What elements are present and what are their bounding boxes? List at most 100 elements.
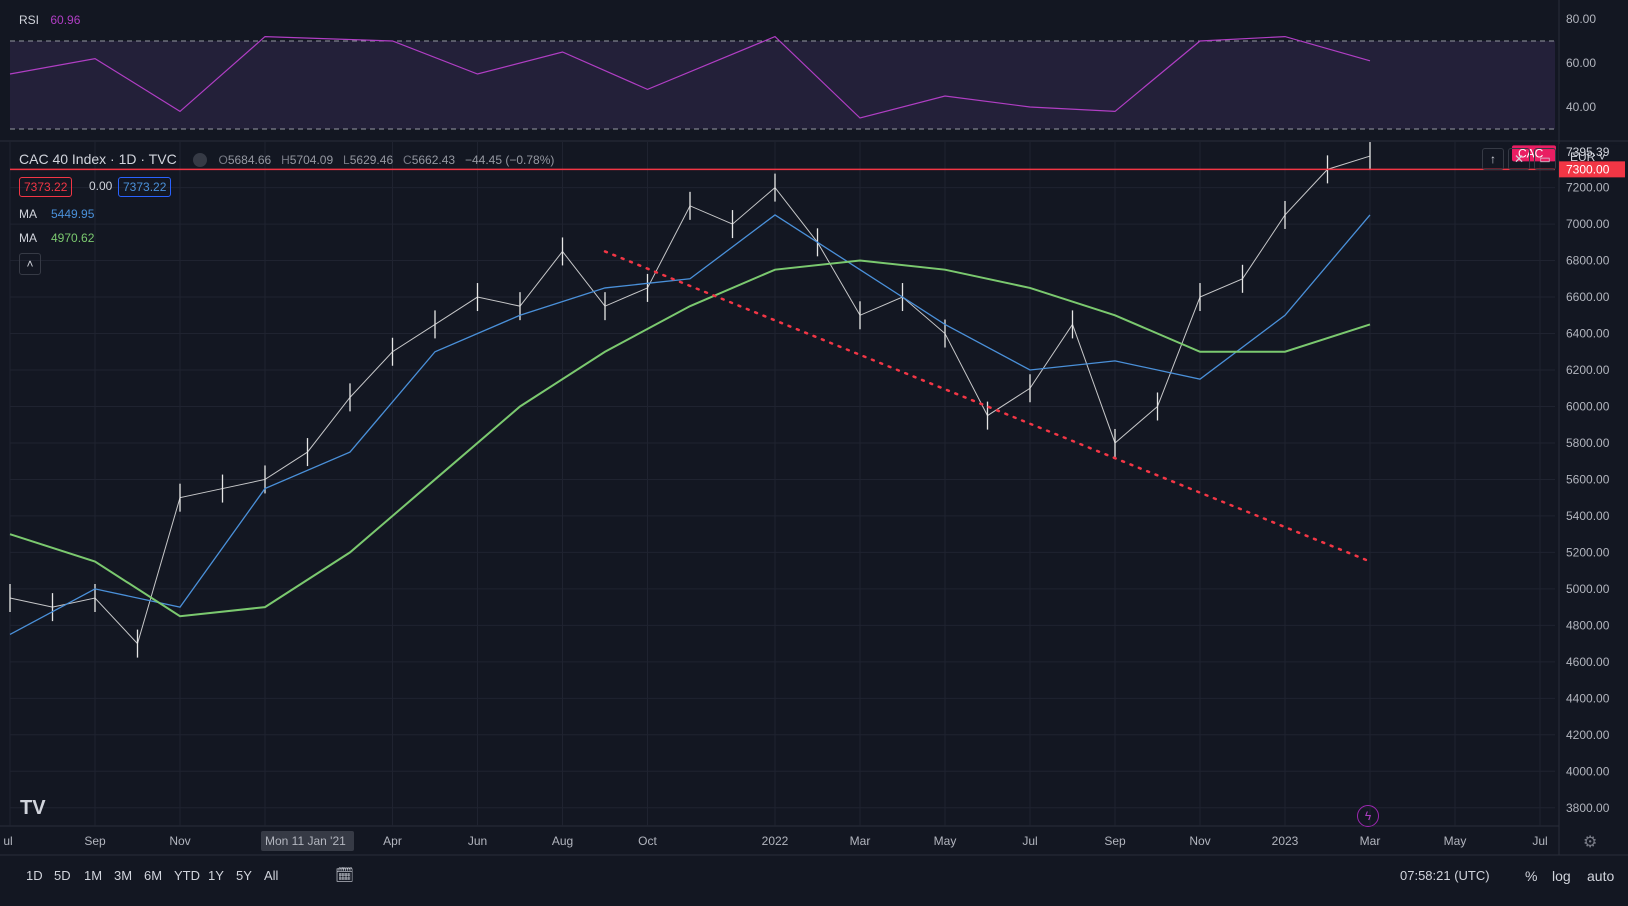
collapse-icon[interactable]: ✕ bbox=[1508, 148, 1530, 170]
time-tick-label: May bbox=[934, 834, 957, 848]
ma-fast-line bbox=[9, 214, 1371, 636]
symbol-tag-label: CAC bbox=[1518, 146, 1544, 160]
dotted-trend-line bbox=[603, 250, 1372, 563]
price-tick-label: 6400.00 bbox=[1566, 327, 1610, 341]
time-tick-label: Mar bbox=[1360, 834, 1381, 848]
time-tick-label: 2023 bbox=[1272, 834, 1299, 848]
price-tick-label: 4800.00 bbox=[1566, 618, 1610, 632]
ma1-value: 5449.95 bbox=[51, 207, 95, 221]
time-tick-label: Sep bbox=[84, 834, 106, 848]
price-box-mid[interactable]: 0.00 bbox=[89, 179, 113, 193]
lightning-icon[interactable]: ϟ bbox=[1357, 805, 1379, 827]
ohlc-l-value: 5629.46 bbox=[349, 153, 394, 167]
price-box-left[interactable]: 7373.22 bbox=[19, 177, 73, 197]
price-tick-label: 6800.00 bbox=[1566, 254, 1610, 268]
price-tick-label: 5400.00 bbox=[1566, 509, 1610, 523]
rsi-legend: RSI 60.96 bbox=[19, 13, 80, 27]
tradingview-logo: TV bbox=[20, 797, 46, 819]
price-tick-label: 7200.00 bbox=[1566, 181, 1610, 195]
ohlc-c-value: 5662.43 bbox=[411, 153, 456, 167]
price-tick-label: 6000.00 bbox=[1566, 399, 1610, 413]
line-price-bg bbox=[1559, 161, 1625, 178]
crosshair-date-bg bbox=[261, 831, 354, 851]
arrow-up-icon[interactable]: ↑ bbox=[1482, 148, 1504, 170]
ohlc-o-label: O bbox=[218, 153, 228, 167]
time-tick-label: Oct bbox=[638, 834, 657, 848]
percent-toggle[interactable]: % bbox=[1525, 868, 1538, 884]
time-tick-label: ul bbox=[3, 834, 12, 848]
price-tick-label: 5000.00 bbox=[1566, 582, 1610, 596]
price-tick-label: 4600.00 bbox=[1566, 655, 1610, 669]
timeframe-1d-button[interactable]: 1D bbox=[26, 868, 43, 883]
price-box-right[interactable]: 7373.22 bbox=[118, 177, 172, 197]
ma1-legend: MA 5449.95 bbox=[19, 207, 94, 221]
ma2-legend: MA 4970.62 bbox=[19, 231, 94, 245]
ohlc-h-value: 5704.09 bbox=[289, 153, 334, 167]
rsi-tick-label: 60.00 bbox=[1566, 56, 1596, 70]
log-toggle[interactable]: log bbox=[1552, 868, 1571, 884]
ohlc-h-label: H bbox=[281, 153, 290, 167]
price-line bbox=[9, 155, 1371, 645]
last-price-bg bbox=[1559, 144, 1625, 161]
price-tick-label: 6200.00 bbox=[1566, 363, 1610, 377]
timeframe-3m-button[interactable]: 3M bbox=[114, 868, 133, 883]
time-tick-label: Mar bbox=[850, 834, 871, 848]
ohlc-o-value: 5684.66 bbox=[227, 153, 272, 167]
clock[interactable]: 07:58:21 (UTC) bbox=[1400, 868, 1490, 883]
time-tick-label: May bbox=[1444, 834, 1467, 848]
timeframe-5d-button[interactable]: 5D bbox=[54, 868, 71, 883]
timeframe-5y-button[interactable]: 5Y bbox=[236, 868, 252, 883]
price-tick-label: 7000.00 bbox=[1566, 217, 1610, 231]
rsi-value: 60.96 bbox=[50, 13, 81, 27]
time-tick-label: 2022 bbox=[762, 834, 789, 848]
time-tick-label: Apr bbox=[383, 834, 402, 848]
rsi-line bbox=[9, 35, 1371, 119]
auto-toggle[interactable]: auto bbox=[1587, 868, 1615, 884]
ohlc-c-label: C bbox=[403, 153, 412, 167]
ma2-value: 4970.62 bbox=[51, 231, 95, 245]
time-tick-label: Nov bbox=[169, 834, 190, 848]
price-tick-label: 4000.00 bbox=[1566, 764, 1610, 778]
rsi-tick-label: 40.00 bbox=[1566, 100, 1596, 114]
price-tick-label: 4200.00 bbox=[1566, 728, 1610, 742]
symbol-legend: CAC 40 Index · 1D · TVC O5684.66 H5704.0… bbox=[19, 151, 555, 168]
price-tick-label: 5200.00 bbox=[1566, 545, 1610, 559]
time-tick-label: Jul bbox=[1022, 834, 1037, 848]
price-tick-label: 5600.00 bbox=[1566, 472, 1610, 486]
time-tick-label: Jun bbox=[468, 834, 487, 848]
timeframe-6m-button[interactable]: 6M bbox=[144, 868, 163, 883]
time-tick-label: Sep bbox=[1104, 834, 1126, 848]
timeframe-1m-button[interactable]: 1M bbox=[84, 868, 103, 883]
rsi-label: RSI bbox=[19, 13, 40, 27]
ohlc-l-label: L bbox=[343, 153, 350, 167]
currency-label: EUR bbox=[1570, 150, 1596, 164]
time-tick-label: Aug bbox=[552, 834, 573, 848]
last-price-label: 7395.39 bbox=[1566, 145, 1610, 159]
rsi-tick-label: 80.00 bbox=[1566, 12, 1596, 26]
maximize-icon[interactable]: ▭ bbox=[1534, 148, 1556, 170]
timeframe-ytd-button[interactable]: YTD bbox=[174, 868, 200, 883]
price-tick-label: 3800.00 bbox=[1566, 801, 1610, 815]
time-tick-label: Mon 11 Jan '21 bbox=[265, 834, 346, 848]
line-price-label: 7300.00 bbox=[1566, 162, 1610, 176]
ma1-label: MA bbox=[19, 207, 37, 221]
settings-gear-icon[interactable]: ⚙ bbox=[1583, 834, 1598, 851]
symbol-title[interactable]: CAC 40 Index · 1D · TVC bbox=[19, 151, 177, 167]
timeframe-1y-button[interactable]: 1Y bbox=[208, 868, 224, 883]
rsi-band bbox=[10, 41, 1555, 129]
price-tick-label: 5800.00 bbox=[1566, 436, 1610, 450]
price-tick-label: 6600.00 bbox=[1566, 290, 1610, 304]
timeframe-all-button[interactable]: All bbox=[264, 868, 279, 883]
calendar-icon[interactable]: 🗓 bbox=[335, 867, 355, 884]
ohlc-change: −44.45 (−0.78%) bbox=[464, 153, 555, 167]
time-tick-label: Nov bbox=[1189, 834, 1210, 848]
time-tick-label: Jul bbox=[1532, 834, 1547, 848]
eye-icon[interactable] bbox=[192, 153, 207, 168]
ma-slow-line bbox=[9, 259, 1371, 618]
ma2-label: MA bbox=[19, 231, 37, 245]
currency-selector[interactable]: EUR ˅ bbox=[1570, 150, 1606, 164]
collapse-legend-icon[interactable]: ˄ bbox=[19, 253, 41, 275]
